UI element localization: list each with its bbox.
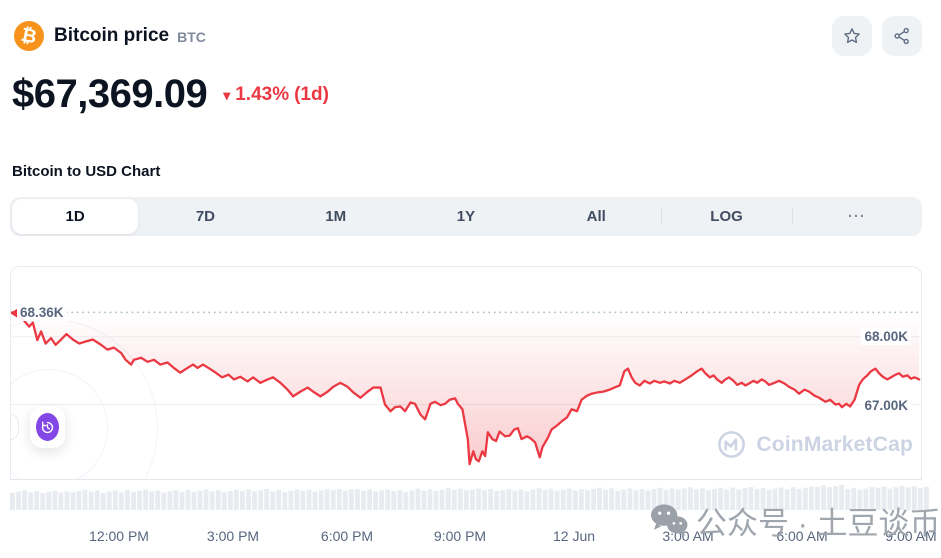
wechat-icon <box>650 504 688 537</box>
open-price-label: 68.36K <box>17 303 67 321</box>
coinmarketcap-watermark-text: CoinMarketCap <box>756 432 913 456</box>
navigator-bars <box>10 484 929 510</box>
history-icon <box>36 413 59 441</box>
chart-navigator[interactable] <box>10 482 930 510</box>
coinmarketcap-watermark: CoinMarketCap <box>716 429 913 460</box>
share-button[interactable] <box>882 16 922 56</box>
price-chart[interactable]: 68.36K CoinMarketCap 68.00K 67.00K <box>10 266 922 480</box>
y-axis-label-67.00K: 67.00K <box>861 396 911 414</box>
page-title: Bitcoin price <box>54 25 170 46</box>
tab-1d[interactable]: 1D <box>12 199 139 234</box>
price-change-period: (1d) <box>294 83 329 105</box>
x-axis-label: 6:00 AM <box>776 528 828 544</box>
price-change: ▾ 1.43% (1d) <box>223 84 329 106</box>
star-icon <box>844 28 860 44</box>
tab-1y[interactable]: 1Y <box>403 199 529 234</box>
wechat-watermark-text: 公众号 · 土豆谈币 <box>696 506 941 541</box>
header-actions <box>832 16 922 56</box>
x-axis-label: 9:00 AM <box>885 528 937 544</box>
price-change-percent: 1.43% <box>235 83 290 105</box>
wechat-watermark: 公众号 · 土豆谈币 <box>648 498 941 543</box>
x-axis-label: 12 Jun <box>552 528 596 544</box>
watchlist-button[interactable] <box>832 16 872 56</box>
x-axis-label: 9:00 PM <box>433 528 487 544</box>
down-arrow-icon: ▾ <box>223 87 231 103</box>
header: ₿ Bitcoin price BTC <box>14 16 922 56</box>
tab-more[interactable]: ··· <box>791 199 920 234</box>
x-axis-label: 3:00 PM <box>206 528 260 544</box>
chart-section-title: Bitcoin to USD Chart <box>12 163 161 180</box>
price-value: $67,369.09 <box>12 72 208 116</box>
x-axis-label: 12:00 PM <box>89 528 149 544</box>
coinmarketcap-logo-icon <box>718 431 746 458</box>
history-button[interactable] <box>30 406 65 448</box>
x-axis-label: 6:00 PM <box>320 528 374 544</box>
tab-all[interactable]: All <box>533 199 659 234</box>
tab-log[interactable]: LOG <box>661 199 789 234</box>
x-axis: 12:00 PM 3:00 PM 6:00 PM 9:00 PM 12 Jun 3:00 … <box>10 528 937 546</box>
y-axis-label-68.00K: 68.00K <box>861 328 911 346</box>
price-line-chart[interactable] <box>11 267 921 479</box>
chart-range-tabs: 1D 7D 1M 1Y All LOG ··· <box>10 197 922 236</box>
tab-1m[interactable]: 1M <box>273 199 399 234</box>
bitcoin-icon: ₿ <box>14 21 44 51</box>
share-icon <box>894 27 909 45</box>
price-row: $67,369.09 ▾ 1.43% (1d) <box>12 72 329 117</box>
coin-symbol: BTC <box>177 29 206 45</box>
tab-7d[interactable]: 7D <box>142 199 268 234</box>
